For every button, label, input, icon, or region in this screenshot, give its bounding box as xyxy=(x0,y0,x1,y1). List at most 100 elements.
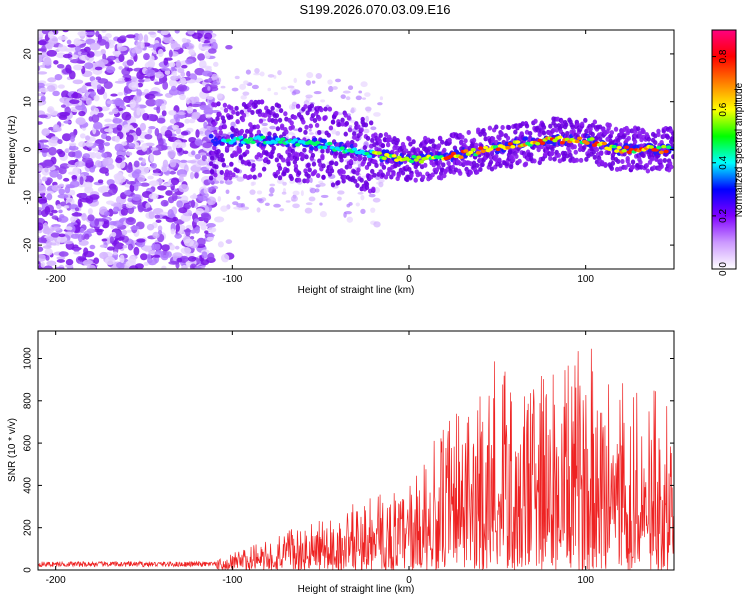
heatmap-cell xyxy=(58,188,66,195)
heatmap-cell xyxy=(346,203,351,208)
heatmap-cell xyxy=(282,181,287,186)
heatmap-cell xyxy=(267,87,272,92)
heatmap-cell xyxy=(312,169,318,175)
heatmap-cell xyxy=(364,181,370,187)
heatmap-cell xyxy=(94,160,102,168)
heatmap-cell xyxy=(94,66,103,71)
heatmap-cell xyxy=(274,157,280,163)
heatmap-cell xyxy=(187,256,197,262)
heatmap-cell xyxy=(65,226,73,231)
heatmap-cell xyxy=(328,85,334,92)
heatmap-cell xyxy=(188,96,197,104)
heatmap-cell xyxy=(352,131,357,137)
heatmap-cell xyxy=(176,86,185,91)
heatmap-cell xyxy=(112,107,119,115)
heatmap-cell xyxy=(57,84,65,89)
heatmap-cell xyxy=(364,106,372,112)
heatmap-cell xyxy=(641,153,646,159)
heatmap-cell xyxy=(620,158,625,164)
heatmap-cell xyxy=(114,135,121,143)
heatmap-cell xyxy=(536,147,541,153)
heatmap-cell xyxy=(148,180,160,187)
heatmap-cell xyxy=(515,140,521,144)
spectrogram-heatmap xyxy=(38,30,674,269)
heatmap-cell xyxy=(385,142,391,148)
heatmap-cell xyxy=(184,118,190,124)
heatmap-cell xyxy=(249,132,254,138)
heatmap-cell xyxy=(553,123,558,129)
heatmap-cell xyxy=(92,147,100,152)
heatmap-cell xyxy=(186,106,194,114)
heatmap-cell xyxy=(43,222,49,231)
heatmap-cell xyxy=(125,165,133,173)
heatmap-cell xyxy=(180,159,188,163)
heatmap-cell xyxy=(289,176,294,182)
heatmap-cell xyxy=(126,134,134,143)
heatmap-cell xyxy=(200,212,210,218)
heatmap-cell xyxy=(609,166,615,172)
heatmap-cell xyxy=(556,152,562,158)
heatmap-cell xyxy=(261,166,267,172)
heatmap-cell xyxy=(207,86,211,91)
heatmap-cell xyxy=(191,32,203,40)
heatmap-cell xyxy=(478,146,484,151)
heatmap-cell xyxy=(68,142,77,147)
heatmap-cell xyxy=(253,103,258,109)
heatmap-cell xyxy=(105,135,112,142)
heatmap-cell xyxy=(276,103,282,109)
colorbar-tick-label: 0.8 xyxy=(718,49,729,63)
heatmap-cell xyxy=(209,169,215,175)
heatmap-cell xyxy=(438,175,444,181)
heatmap-cell xyxy=(62,53,73,59)
heatmap-cell xyxy=(63,177,70,182)
heatmap-cell xyxy=(305,178,310,184)
heatmap-cell xyxy=(56,204,62,210)
heatmap-cell xyxy=(334,150,339,156)
heatmap-cell xyxy=(297,127,303,133)
heatmap-cell xyxy=(190,229,196,234)
heatmap-cell xyxy=(128,255,137,264)
heatmap-cell xyxy=(246,144,251,150)
heatmap-cell xyxy=(359,177,364,183)
heatmap-cell xyxy=(117,46,128,52)
heatmap-cell xyxy=(234,175,239,178)
heatmap-cell xyxy=(411,139,416,145)
heatmap-cell xyxy=(67,44,77,48)
heatmap-cell xyxy=(126,229,132,233)
heatmap-cell xyxy=(450,164,456,170)
heatmap-cell xyxy=(200,223,207,231)
heatmap-cell xyxy=(658,150,664,155)
heatmap-cell xyxy=(572,144,577,150)
heatmap-cell xyxy=(378,181,384,188)
heatmap-cell xyxy=(143,52,150,61)
heatmap-cell xyxy=(379,96,384,101)
heatmap-cell xyxy=(293,128,300,131)
heatmap-cell xyxy=(43,265,53,269)
heatmap-cell xyxy=(121,229,128,236)
heatmap-cell xyxy=(209,126,220,131)
heatmap-cell xyxy=(659,163,664,169)
heatmap-cell xyxy=(59,111,70,117)
heatmap-cell xyxy=(370,137,375,143)
heatmap-cell xyxy=(152,254,161,258)
heatmap-cell xyxy=(49,170,59,178)
heatmap-cell xyxy=(183,238,195,247)
heatmap-cell xyxy=(204,32,213,40)
heatmap-cell xyxy=(591,149,596,155)
heatmap-cell xyxy=(125,34,136,39)
heatmap-cell xyxy=(48,146,57,156)
heatmap-cell xyxy=(418,160,424,164)
heatmap-cell xyxy=(281,191,287,195)
heatmap-cell xyxy=(630,164,636,170)
heatmap-cell xyxy=(42,159,54,169)
heatmap-cell xyxy=(162,35,174,44)
heatmap-cell xyxy=(309,103,315,109)
snr-y-tick-label: 400 xyxy=(23,477,34,494)
heatmap-cell xyxy=(136,107,141,116)
heatmap-cell xyxy=(171,124,179,129)
heatmap-cell xyxy=(636,126,641,132)
heatmap-cell xyxy=(190,200,195,208)
heatmap-cell xyxy=(305,202,313,206)
heatmap-cell xyxy=(154,71,165,79)
